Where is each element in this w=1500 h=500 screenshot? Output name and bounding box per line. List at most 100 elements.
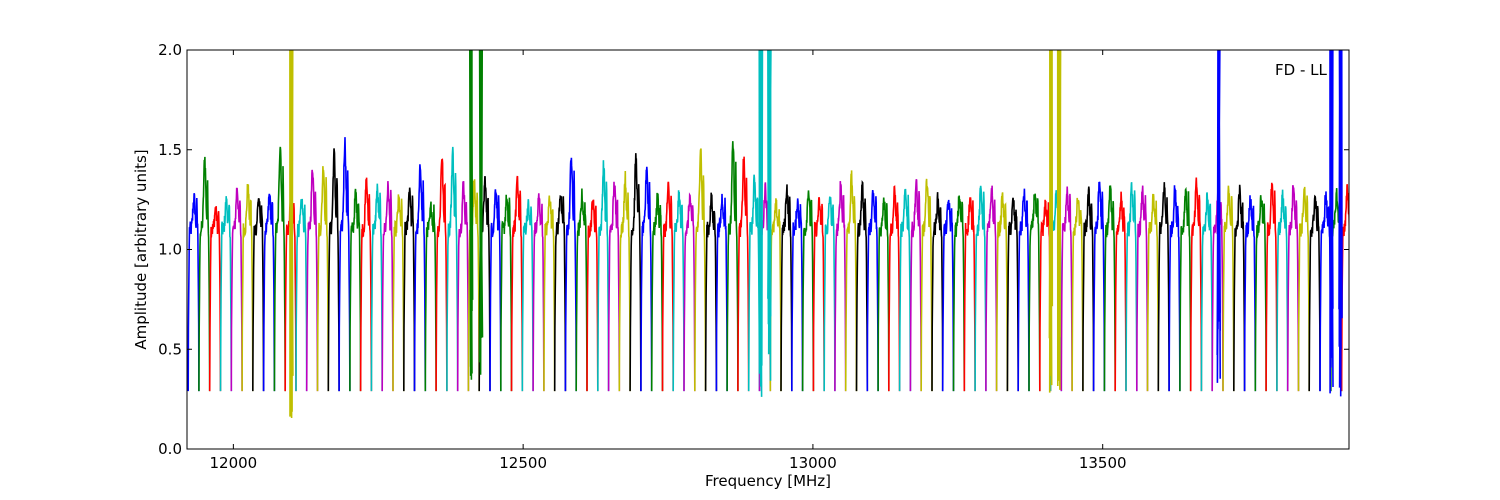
spectrum-channel-line xyxy=(446,146,459,392)
spectrum-channel-line xyxy=(1136,185,1149,392)
spectrum-channel-line xyxy=(812,197,825,392)
spectrum-channel-line xyxy=(823,196,836,392)
spectrum-channel-line xyxy=(715,193,728,392)
spectrum-channel-line xyxy=(1114,191,1127,392)
x-axis-label: Frequency [MHz] xyxy=(705,472,831,490)
spectrum-channel-line xyxy=(931,192,944,392)
spectrum-channel-line xyxy=(866,189,879,392)
spectrum-channel-line xyxy=(273,146,286,392)
spectrum-channel-line xyxy=(219,196,233,392)
x-tick-label: 12500 xyxy=(499,454,547,472)
spectrum-channel-line xyxy=(780,184,793,392)
spectrum-channel-line xyxy=(1308,194,1321,392)
rfi-spike-line xyxy=(469,50,474,380)
spectrum-channel-line xyxy=(1319,191,1332,392)
spectrum-channel-line xyxy=(359,177,373,392)
spectrum-channel-line xyxy=(683,192,696,392)
spectrum-channel-line xyxy=(672,190,685,392)
x-tick-label: 13500 xyxy=(1079,454,1127,472)
x-tick-label: 12000 xyxy=(210,454,258,472)
spectrum-channel-line xyxy=(629,153,642,392)
spectrum-channel-line xyxy=(1103,185,1116,392)
spectrum-channel-line xyxy=(726,141,739,392)
spectrum-channel-line xyxy=(844,170,858,392)
rfi-spike-line xyxy=(1338,50,1343,397)
spectrum-channel-line xyxy=(403,187,416,392)
spectrum-channel-line xyxy=(424,201,437,392)
spectrum-channel-line xyxy=(1039,199,1052,392)
rfi-spike-line xyxy=(289,50,294,419)
spectrum-channel-line xyxy=(1254,195,1267,392)
spectrum-channel-line xyxy=(597,160,610,392)
spectrum-channel-line xyxy=(305,169,319,392)
spectrum-channel-line xyxy=(198,156,211,392)
spectrum-channel-line xyxy=(241,183,254,392)
spectrum-channel-line xyxy=(1189,177,1203,392)
spectrum-channel-line xyxy=(769,198,782,392)
spectrum-channel-line xyxy=(316,166,330,392)
spectrum-channel-line xyxy=(327,148,340,392)
spectrum-channel-line xyxy=(607,181,621,392)
spectrum-channel-line xyxy=(1125,182,1138,392)
y-tick-label: 2.0 xyxy=(158,41,182,59)
spectrum-channel-line xyxy=(791,198,804,392)
spectrum-channel-line xyxy=(1340,184,1349,392)
spectrum-channel-line xyxy=(1168,185,1181,392)
spectrum-channel-line xyxy=(650,192,664,392)
y-tick-label: 0.0 xyxy=(158,440,182,458)
spectrum-channel-line xyxy=(1071,197,1084,392)
rfi-spike-line xyxy=(1329,50,1334,394)
spectrum-channel-line xyxy=(1297,186,1310,392)
spectrum-channel-line xyxy=(208,206,222,392)
spectrum-channel-line xyxy=(1243,195,1257,392)
spectrum-channel-line xyxy=(456,181,470,392)
spectrum-channel-line xyxy=(898,188,912,392)
spectrum-channel-line xyxy=(941,199,955,392)
spectrum-channel-line xyxy=(532,193,545,392)
spectrum-channel-line xyxy=(1222,185,1235,392)
spectrum-channel-line xyxy=(1082,186,1095,392)
spectrum-channel-line xyxy=(575,188,588,392)
spectrum-channel-line xyxy=(338,137,351,392)
spectrum-channel-line xyxy=(694,148,707,392)
spectrum-channel-line xyxy=(553,195,567,392)
spectrum-channel-line xyxy=(262,193,276,392)
spectrum-channel-line xyxy=(737,156,750,392)
rfi-spike-line xyxy=(1048,50,1054,393)
y-axis-label: Amplitude [arbitrary units] xyxy=(132,149,150,349)
spectrum-channel-line xyxy=(855,180,869,392)
spectrum-channel-line xyxy=(1265,182,1278,392)
spectrum-channel-line xyxy=(963,197,976,392)
spectrum-channel-line xyxy=(1233,184,1246,392)
spectrum-channel-line xyxy=(1146,193,1160,392)
spectrum-channel-line xyxy=(834,181,847,392)
spectrum-channel-line xyxy=(500,194,513,392)
rfi-spike-line xyxy=(1056,50,1062,390)
spectrum-channel-line xyxy=(661,181,674,392)
plot-area xyxy=(187,50,1349,419)
spectrum-channel-line xyxy=(1060,186,1073,392)
spectrum-channel-line xyxy=(1006,197,1019,392)
polarization-annotation: FD - LL xyxy=(1275,61,1327,79)
spectrum-channel-line xyxy=(801,190,815,392)
spectrum-channel-line xyxy=(564,157,577,392)
x-tick-label: 13000 xyxy=(789,454,837,472)
y-tick-label: 1.5 xyxy=(158,141,182,159)
spectrum-channel-line xyxy=(435,158,448,392)
spectrum-channel-line xyxy=(1157,182,1170,392)
spectrum-channel-line xyxy=(392,194,405,392)
spectrum-channel-line xyxy=(995,192,1009,392)
rfi-spike-line xyxy=(478,50,484,375)
spectrum-channel-line xyxy=(413,164,427,392)
spectrum-channel-line xyxy=(543,195,556,392)
spectrum-channel-line xyxy=(295,198,308,392)
spectrum-channel-line xyxy=(974,185,987,392)
spectrum-channel-line xyxy=(985,185,998,392)
y-tick-label: 1.0 xyxy=(158,241,182,259)
spectrum-channel-line xyxy=(230,187,243,392)
spectrum-channel-line xyxy=(640,166,653,392)
spectrum-channel-line xyxy=(1017,188,1030,392)
spectrum-channel-line xyxy=(920,178,933,392)
spectrum-channel-line xyxy=(521,199,534,392)
